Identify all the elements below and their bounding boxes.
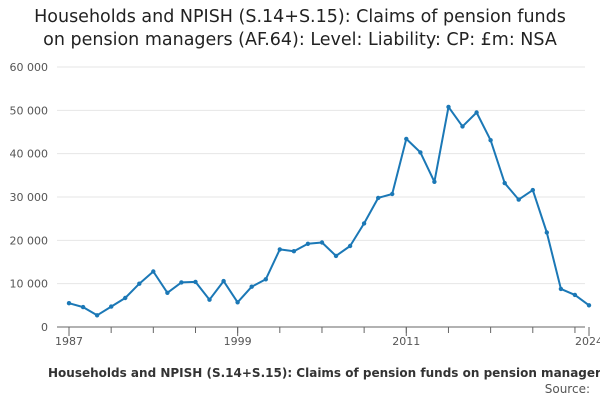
data-point [305, 241, 311, 246]
data-point [151, 269, 156, 274]
data-point [123, 295, 128, 301]
y-tick-label: 40 000 [10, 148, 49, 161]
data-point [558, 286, 564, 292]
data-point [179, 280, 184, 285]
data-point [418, 150, 423, 155]
data-point [137, 281, 142, 286]
data-point [347, 243, 353, 249]
data-point [544, 230, 549, 235]
data-point [502, 180, 507, 186]
x-tick-label: 2011 [392, 335, 420, 348]
data-point [277, 247, 282, 252]
data-point [361, 221, 367, 226]
chart-title-line-2: on pension managers (AF.64): Level: Liab… [43, 30, 557, 50]
data-point [319, 240, 325, 245]
data-point [66, 301, 72, 306]
data-point [488, 138, 493, 143]
data-point [221, 278, 226, 284]
data-point [165, 290, 170, 295]
data-point [109, 304, 114, 309]
y-tick-label: 60 000 [10, 61, 49, 74]
y-tick-label: 10 000 [10, 278, 49, 291]
data-point [572, 292, 578, 298]
y-tick-label: 30 000 [10, 191, 49, 204]
x-tick-label: 1987 [55, 335, 83, 348]
y-tick-label: 0 [41, 321, 48, 334]
data-point [404, 136, 409, 142]
data-point [586, 303, 592, 308]
data-point [460, 124, 465, 129]
data-point [474, 110, 479, 115]
data-point [390, 191, 395, 197]
data-point [80, 304, 86, 310]
legend: Households and NPISH (S.14+S.15): Claims… [0, 364, 600, 382]
data-point [376, 195, 381, 201]
y-tick-label: 50 000 [10, 104, 49, 117]
data-point [432, 179, 437, 184]
data-point [94, 313, 100, 318]
data-point [516, 197, 521, 202]
source-label: Source: [544, 382, 590, 396]
data-point [207, 297, 212, 302]
data-point [193, 279, 198, 285]
x-tick-label: 2024 [575, 335, 600, 348]
x-tick-label: 1999 [224, 335, 252, 348]
chart-title-line-1: Households and NPISH (S.14+S.15): Claims… [34, 7, 566, 27]
data-point [263, 277, 268, 282]
y-tick-label: 20 000 [10, 234, 49, 247]
data-point [446, 104, 451, 110]
data-point [291, 249, 297, 254]
data-point [235, 300, 240, 305]
data-point [530, 187, 535, 193]
legend-series-label: Households and NPISH (S.14+S.15): Claims… [48, 366, 600, 380]
data-point [333, 253, 339, 259]
chart-title: Households and NPISH (S.14+S.15): Claims… [0, 6, 600, 52]
series-line [68, 105, 590, 317]
data-point [249, 284, 254, 289]
